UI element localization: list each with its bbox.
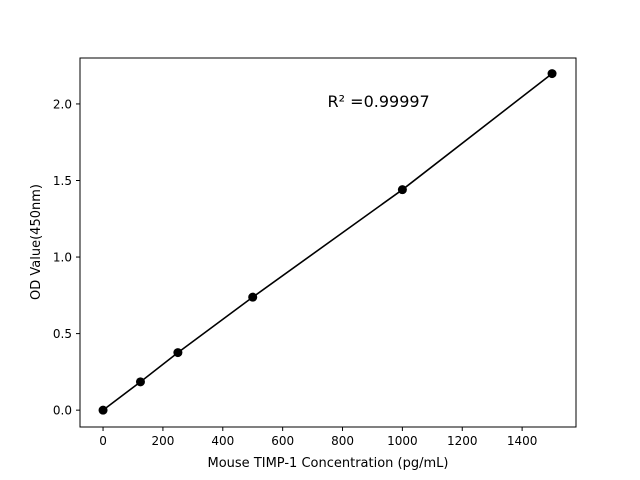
y-tick-label: 1.5 [53, 174, 72, 188]
data-point [397, 185, 407, 195]
x-tick-label: 1400 [507, 434, 538, 448]
y-tick-label: 1.0 [53, 251, 72, 265]
data-point [248, 292, 258, 302]
data-point [173, 348, 183, 358]
x-axis-label: Mouse TIMP-1 Concentration (pg/mL) [208, 456, 449, 471]
y-axis-label: OD Value(450nm) [29, 184, 44, 300]
data-point [547, 69, 557, 79]
x-tick-label: 600 [271, 434, 294, 448]
series-line [102, 72, 553, 411]
plot-frame [79, 57, 577, 428]
data-point [98, 405, 108, 415]
x-tick-label: 1000 [387, 434, 418, 448]
x-tick-label: 1200 [447, 434, 478, 448]
x-tick-label: 200 [151, 434, 174, 448]
x-tick-label: 400 [211, 434, 234, 448]
data-point [135, 377, 145, 387]
x-tick-label: 0 [99, 434, 107, 448]
y-tick-label: 0.0 [53, 404, 72, 418]
r-squared-annotation: R² =0.99997 [328, 92, 430, 111]
y-tick-label: 0.5 [53, 327, 72, 341]
x-tick-label: 800 [331, 434, 354, 448]
y-tick-label: 2.0 [53, 97, 72, 111]
